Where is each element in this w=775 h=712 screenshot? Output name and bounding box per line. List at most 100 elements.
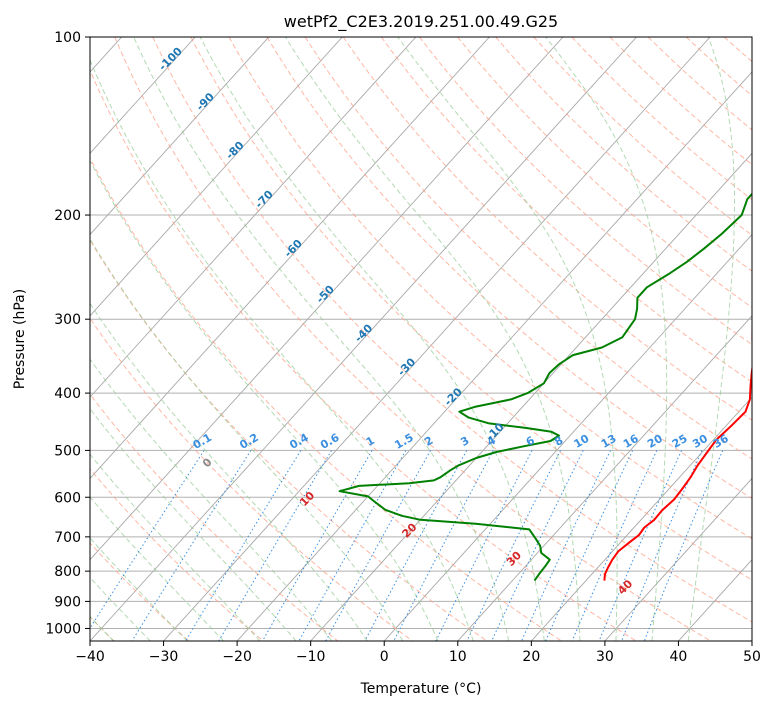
isotherm-line: [311, 37, 775, 641]
y-tick-label: 200: [54, 208, 81, 224]
adiabat-label: 30: [504, 549, 524, 569]
y-axis-label: Pressure (hPa): [12, 289, 28, 389]
mixing-ratio-line: [365, 450, 467, 641]
mixing-ratio-line: [599, 450, 681, 641]
mixing-ratio-label: 0.1: [191, 431, 214, 452]
adiabat-label: -40: [352, 321, 375, 344]
isotherm-line: [237, 37, 775, 641]
isotherm-line: [0, 37, 416, 641]
adiabat-label: -60: [282, 237, 305, 260]
x-tick-label: 30: [596, 649, 614, 665]
isotherm-line: [531, 37, 775, 641]
mixing-ratio-label: 0.4: [287, 431, 311, 452]
chart-title: wetPf2_C2E3.2019.251.00.49.G25: [284, 12, 558, 32]
dry-adiabat: [648, 37, 775, 641]
adiabat-label: -70: [253, 188, 276, 211]
mixing-ratio-line: [572, 450, 657, 641]
y-tick-label: 900: [54, 594, 81, 610]
x-tick-label: −30: [149, 649, 179, 665]
adiabat-label: -80: [223, 139, 246, 162]
mixing-ratio-line: [219, 450, 332, 641]
dry-adiabat: [0, 37, 189, 641]
moist-adiabat: [0, 37, 296, 641]
mixing-ratio-line: [522, 450, 611, 641]
moist-adiabat: [1, 37, 403, 641]
mixing-ratio-label: 0.6: [318, 431, 342, 452]
moist-adiabat: [285, 37, 580, 641]
dry-adiabat: [458, 37, 775, 641]
mixing-ratio-line: [299, 450, 406, 641]
mixing-ratio-label: 25: [670, 432, 690, 451]
dry-adiabat: [572, 37, 775, 641]
mixing-ratio-label: 30: [690, 432, 710, 451]
y-tick-label: 1000: [45, 621, 81, 637]
moist-adiabat: [200, 37, 544, 641]
mixing-ratio-label: 0.2: [237, 431, 260, 452]
adiabat-label: -30: [395, 355, 418, 378]
isotherm-line: [384, 37, 775, 641]
mixing-ratio-line: [546, 450, 633, 641]
plot-frame: [90, 37, 752, 641]
moist-adiabat: [0, 37, 260, 641]
mixing-ratio-line: [82, 450, 204, 641]
moist-adiabat: [688, 37, 734, 641]
adiabat-label: -20: [442, 385, 465, 408]
moist-adiabat: [0, 37, 332, 641]
y-tick-label: 100: [54, 30, 81, 46]
isotherm-line: [0, 37, 195, 641]
mixing-ratio-line: [186, 450, 301, 641]
isotherm-line: [458, 37, 775, 641]
mixing-ratio-line: [132, 450, 251, 641]
dry-adiabat: [610, 37, 775, 641]
adiabat-label: -50: [314, 283, 337, 306]
moist-adiabat: [81, 37, 474, 641]
mixing-ratio-label: 8: [552, 434, 565, 449]
adiabat-label: -90: [194, 90, 217, 113]
dry-adiabat: [0, 37, 412, 641]
mixing-ratio-label: 1: [364, 434, 377, 449]
mixing-ratio-label: 10: [572, 432, 592, 451]
mixing-ratio-label: 20: [645, 432, 665, 451]
mixing-ratio-label: 16: [621, 432, 641, 451]
x-tick-label: 20: [522, 649, 540, 665]
y-tick-label: 700: [54, 530, 81, 546]
x-axis-label: Temperature (°C): [360, 681, 482, 697]
x-tick-label: −20: [222, 649, 252, 665]
x-tick-label: 0: [380, 649, 389, 665]
y-tick-label: 300: [54, 312, 81, 328]
x-tick-label: −40: [75, 649, 105, 665]
x-tick-label: 40: [670, 649, 688, 665]
x-tick-label: 10: [449, 649, 467, 665]
mixing-ratio-line: [492, 450, 584, 641]
isotherm-line: [164, 37, 711, 641]
isotherm-line: [0, 37, 269, 641]
moist-adiabat: [0, 37, 367, 641]
isotherm-line: [752, 37, 775, 641]
mixing-ratio-label: 13: [599, 432, 619, 451]
y-tick-label: 800: [54, 564, 81, 580]
mixing-ratio-label: 3: [458, 434, 471, 449]
moist-adiabat: [546, 37, 667, 641]
dry-adiabat: [496, 37, 775, 641]
dry-adiabat: [0, 37, 338, 641]
reference-lines-layer: [0, 37, 775, 641]
dry-adiabat: [0, 37, 263, 641]
isotherm-line: [0, 37, 489, 641]
dry-adiabat: [115, 37, 711, 641]
moist-adiabat: [0, 37, 224, 641]
y-tick-label: 600: [54, 490, 81, 506]
adiabat-label: -100: [156, 44, 185, 73]
dry-adiabat: [534, 37, 775, 641]
x-tick-label: −10: [296, 649, 326, 665]
mixing-ratio-label: 36: [711, 432, 731, 451]
x-tick-label: 50: [743, 649, 761, 665]
dry-adiabat: [420, 37, 775, 641]
y-tick-label: 400: [54, 386, 81, 402]
mixing-ratio-label: 1.5: [392, 431, 415, 452]
isotherm-line: [0, 37, 342, 641]
moist-adiabat: [134, 37, 509, 641]
